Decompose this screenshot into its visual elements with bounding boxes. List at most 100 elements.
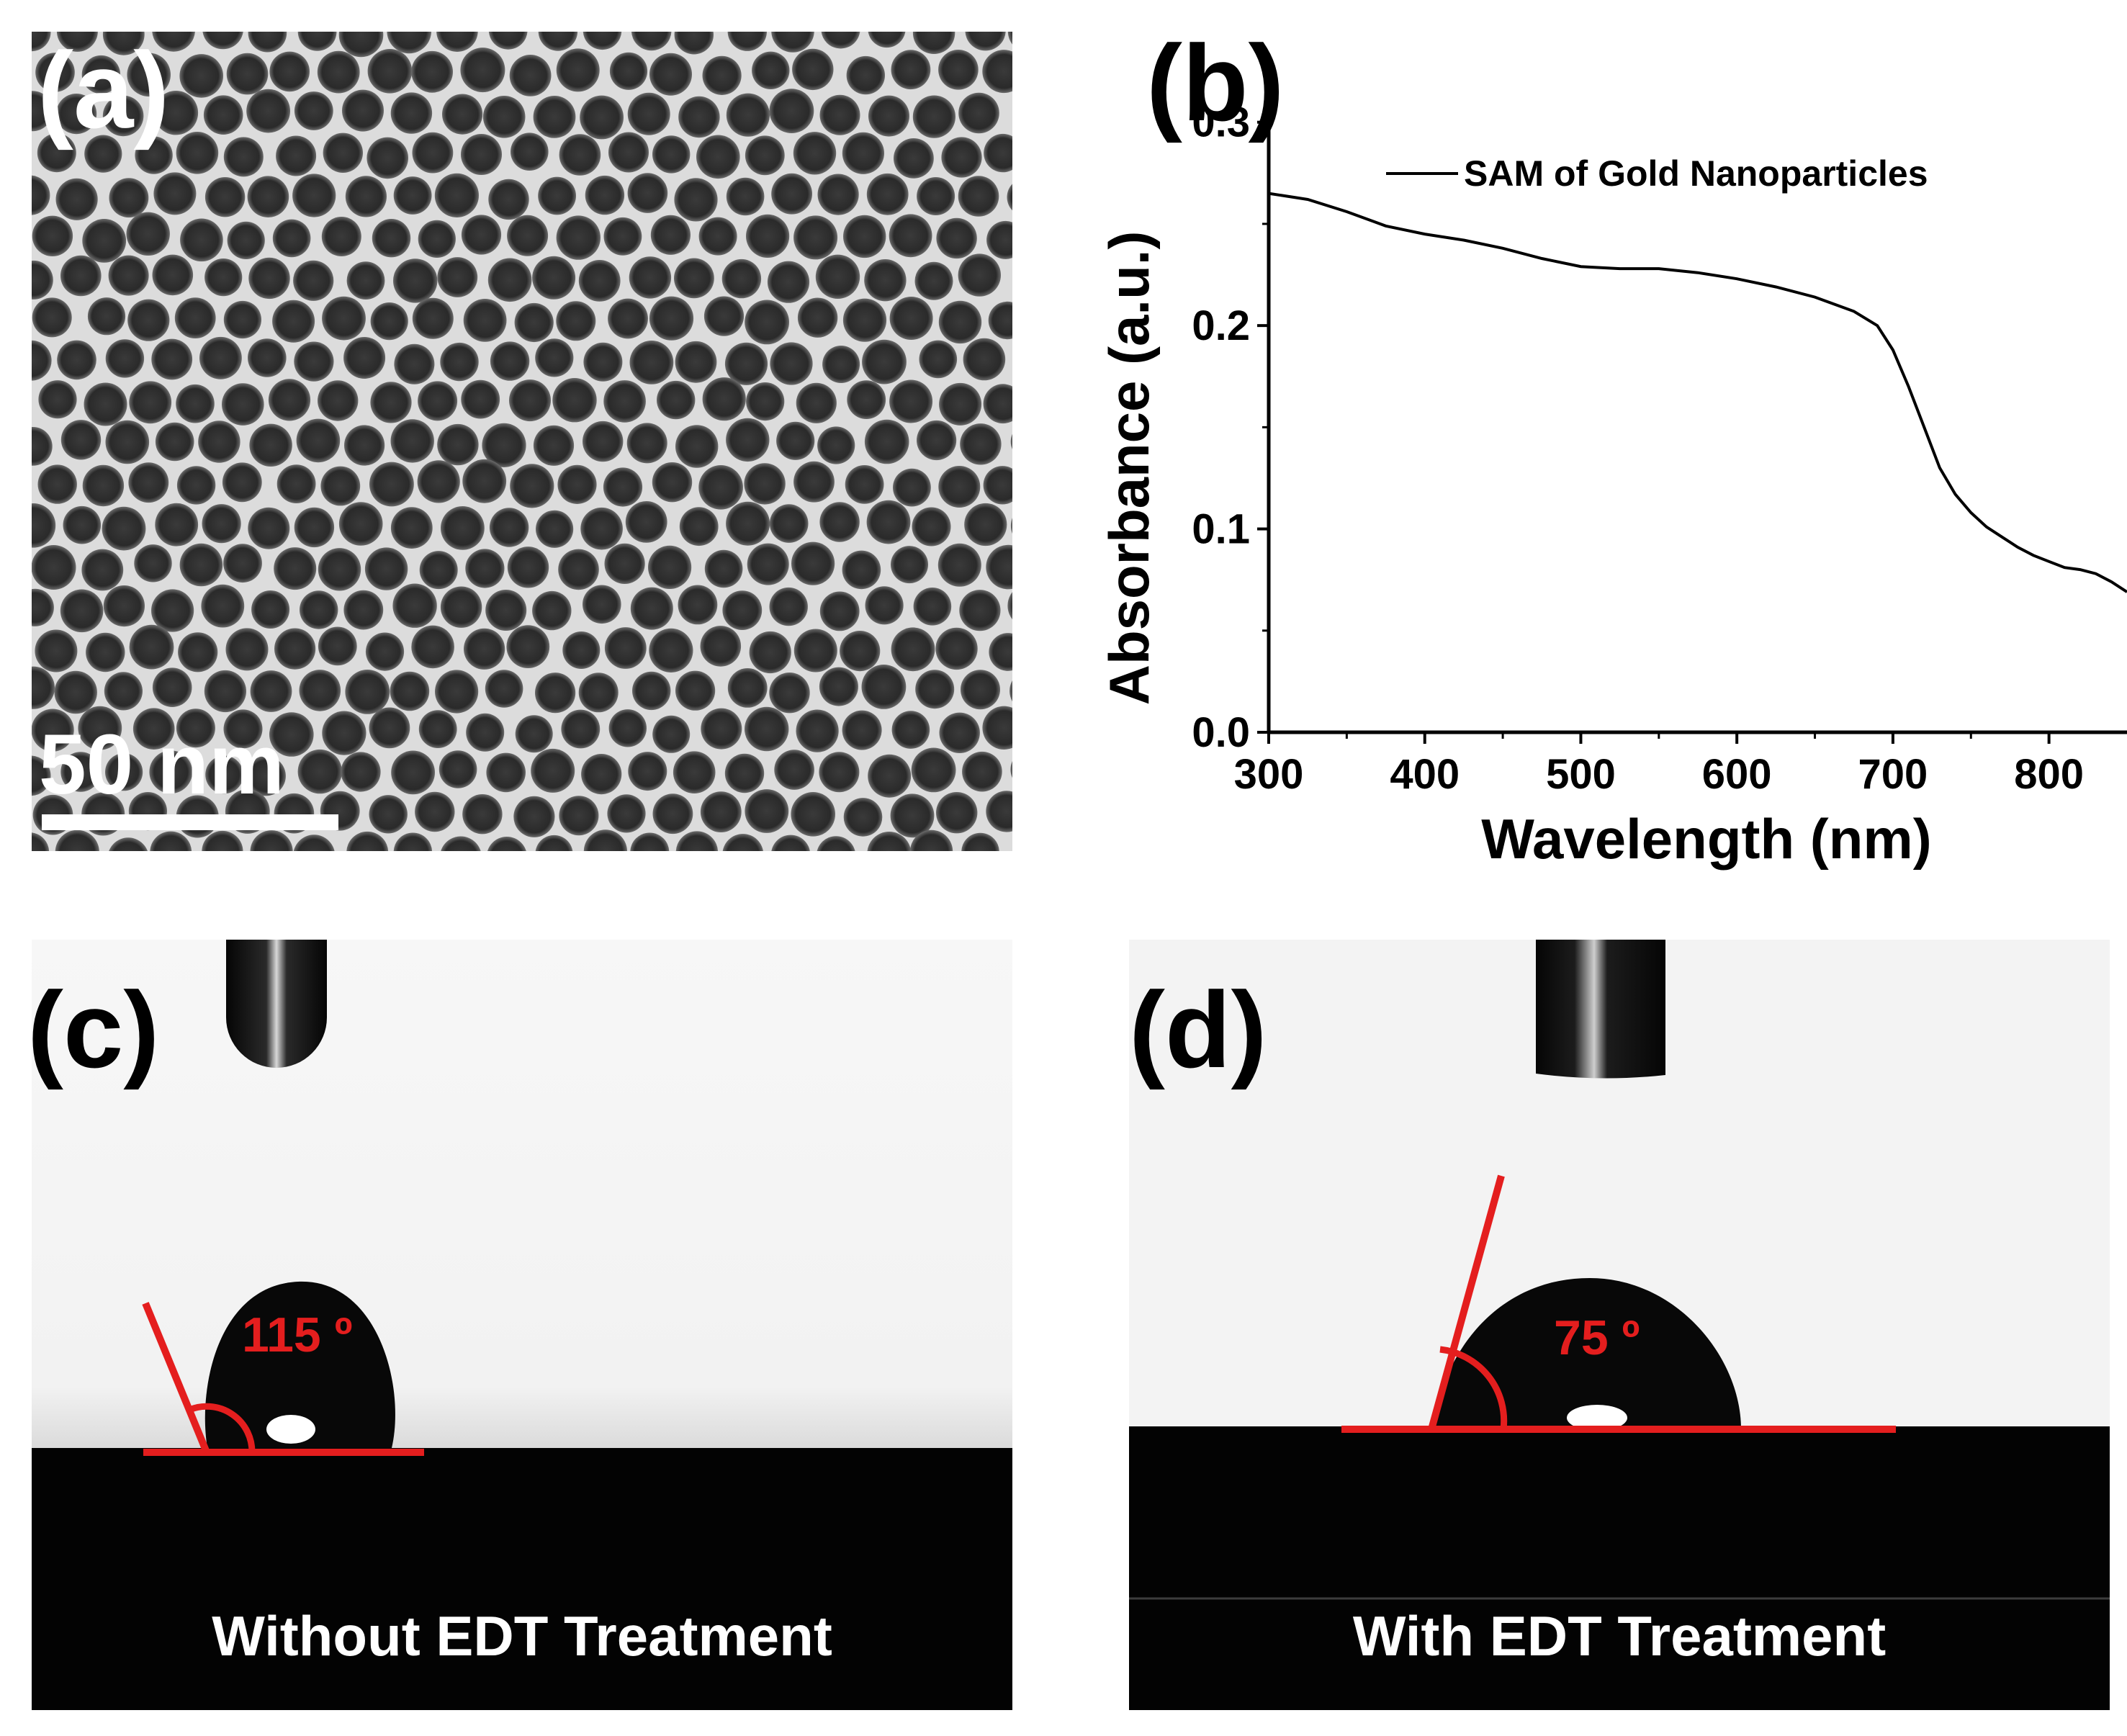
nanoparticle — [105, 420, 150, 464]
nanoparticle — [102, 506, 146, 551]
nanoparticle — [153, 91, 199, 135]
nanoparticle — [630, 587, 673, 630]
nanoparticle — [961, 670, 1000, 710]
nanoparticle — [272, 300, 315, 343]
nanoparticle — [222, 462, 262, 503]
nanoparticle — [155, 503, 199, 547]
nanoparticle — [983, 384, 1012, 424]
nanoparticle — [509, 379, 551, 422]
nanoparticle — [769, 504, 809, 543]
contact-angle-value-d: 75 º — [1554, 1310, 1640, 1365]
nanoparticle — [482, 96, 526, 138]
nanoparticle — [535, 338, 574, 377]
nanoparticle — [1010, 761, 1012, 778]
nanoparticle — [791, 541, 835, 585]
nanoparticle — [631, 32, 672, 51]
nanoparticle — [482, 423, 526, 468]
nanoparticle — [724, 342, 768, 385]
nanoparticle — [60, 420, 102, 460]
nanoparticle — [293, 260, 334, 301]
nanoparticle — [102, 32, 145, 55]
nanoparticle — [105, 339, 145, 378]
nanoparticle — [535, 835, 573, 851]
nanoparticle — [297, 32, 337, 51]
nanoparticle — [678, 585, 718, 625]
nanoparticle — [343, 590, 384, 630]
nanoparticle — [128, 462, 169, 503]
nanoparticle — [557, 464, 597, 505]
nanoparticle — [746, 214, 790, 258]
nanoparticle — [774, 750, 814, 790]
nanoparticle — [607, 794, 646, 833]
nanoparticle — [674, 258, 714, 299]
nanoparticle — [581, 754, 622, 795]
nanoparticle — [629, 256, 672, 299]
nanoparticle — [155, 422, 194, 462]
nanoparticle — [300, 590, 338, 629]
nanoparticle — [132, 708, 175, 750]
y-tick-label: 0.2 — [1192, 302, 1250, 349]
nanoparticle — [318, 548, 361, 591]
nanoparticle — [1007, 32, 1012, 45]
nanoparticle — [35, 53, 75, 92]
nanoparticle — [390, 419, 434, 463]
nanoparticle — [840, 631, 881, 672]
nanoparticle — [247, 176, 289, 217]
nanoparticle — [32, 545, 76, 590]
nanoparticle — [436, 32, 478, 52]
nanoparticle — [846, 55, 886, 95]
nanoparticle — [179, 54, 223, 98]
nanoparticle — [604, 627, 647, 669]
nanoparticle — [461, 379, 500, 419]
nanoparticle — [176, 709, 215, 748]
nanoparticle — [532, 590, 572, 631]
nanoparticle — [466, 713, 505, 752]
nanoparticle — [561, 709, 601, 749]
nanoparticle — [535, 673, 576, 714]
nanoparticle — [580, 507, 623, 550]
nanoparticle — [127, 53, 171, 97]
nanoparticle — [32, 503, 56, 548]
nanoparticle — [510, 464, 554, 508]
nanoparticle — [797, 297, 838, 338]
nanoparticle — [679, 507, 719, 547]
nanoparticle — [369, 707, 410, 749]
nanoparticle — [222, 383, 264, 426]
nanoparticle — [1010, 433, 1012, 450]
nanoparticle — [274, 547, 317, 590]
nanoparticle — [771, 835, 810, 851]
nanoparticle — [936, 217, 977, 259]
nanoparticle — [338, 32, 384, 58]
nanoparticle — [176, 132, 219, 174]
nanoparticle — [793, 629, 837, 673]
x-tick-label: 300 — [1234, 751, 1304, 798]
nanoparticle — [603, 380, 646, 423]
nanoparticle — [272, 219, 311, 258]
nanoparticle — [390, 92, 433, 134]
nanoparticle — [533, 96, 576, 138]
nanoparticle — [32, 666, 55, 709]
nanoparticle — [509, 55, 552, 96]
nanoparticle — [487, 837, 526, 851]
nanoparticle — [87, 297, 126, 336]
nanoparticle — [435, 670, 479, 714]
nanoparticle — [625, 501, 667, 543]
nanoparticle — [464, 628, 505, 670]
nanoparticle — [867, 832, 912, 851]
nanoparticle — [793, 215, 838, 260]
nanoparticle — [485, 670, 523, 708]
nanoparticle — [722, 834, 763, 851]
nanoparticle — [845, 465, 884, 504]
nanoparticle — [415, 791, 455, 832]
nanoparticle — [199, 336, 242, 379]
absorbance-chart-panel: 300 400 500 600 700 800 0.0 0.1 0.2 0.3 SAM of Go… — [1066, 14, 2127, 878]
absorbance-chart: 300 400 500 600 700 800 0.0 0.1 0.2 0.3 SAM of Go… — [1097, 54, 2127, 871]
nanoparticle — [32, 340, 52, 381]
nanoparticle — [179, 543, 223, 587]
nanoparticle — [891, 627, 935, 672]
nanoparticle — [370, 302, 408, 341]
nanoparticle — [819, 591, 860, 631]
x-tick-label: 600 — [1702, 751, 1772, 798]
nanoparticle — [958, 92, 999, 134]
nanoparticle — [127, 299, 170, 341]
